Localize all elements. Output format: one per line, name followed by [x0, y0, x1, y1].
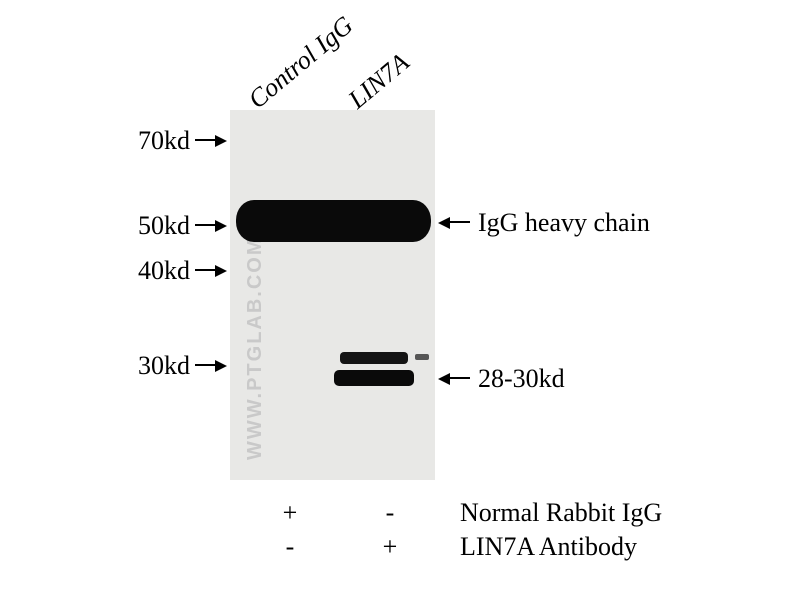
- table-cell-r1c1: +: [375, 532, 405, 562]
- mw-label-40kd: 40kd: [90, 256, 190, 286]
- row-label-normal-rabbit-igg: Normal Rabbit IgG: [460, 498, 662, 528]
- right-arrow-28-30kd: [440, 378, 470, 380]
- mw-arrow-70kd: [195, 140, 225, 142]
- table-cell-r0c0: +: [275, 498, 305, 528]
- table-cell-r0c1: -: [375, 498, 405, 528]
- band-igg-heavy-chain: [236, 200, 431, 242]
- band-lin7a-upper: [340, 352, 408, 364]
- right-label-igg-heavy-chain: IgG heavy chain: [478, 208, 650, 238]
- lane-label-lin7a: LIN7A: [343, 47, 415, 115]
- band-lin7a-lower: [334, 370, 414, 386]
- right-label-28-30kd: 28-30kd: [478, 364, 565, 394]
- lane-label-control-igg: Control IgG: [243, 10, 359, 115]
- mw-arrow-50kd: [195, 225, 225, 227]
- right-arrow-igg-heavy-chain: [440, 222, 470, 224]
- mw-label-70kd: 70kd: [90, 126, 190, 156]
- band-faint-speck: [415, 354, 429, 360]
- mw-arrow-40kd: [195, 270, 225, 272]
- mw-label-50kd: 50kd: [90, 211, 190, 241]
- mw-arrow-30kd: [195, 365, 225, 367]
- western-blot: WWW.PTGLAB.COM: [230, 110, 435, 480]
- mw-label-30kd: 30kd: [90, 351, 190, 381]
- table-cell-r1c0: -: [275, 532, 305, 562]
- watermark-text: WWW.PTGLAB.COM: [244, 236, 267, 460]
- row-label-lin7a-antibody: LIN7A Antibody: [460, 532, 637, 562]
- figure-root: Control IgG LIN7A WWW.PTGLAB.COM 70kd 50…: [0, 0, 800, 600]
